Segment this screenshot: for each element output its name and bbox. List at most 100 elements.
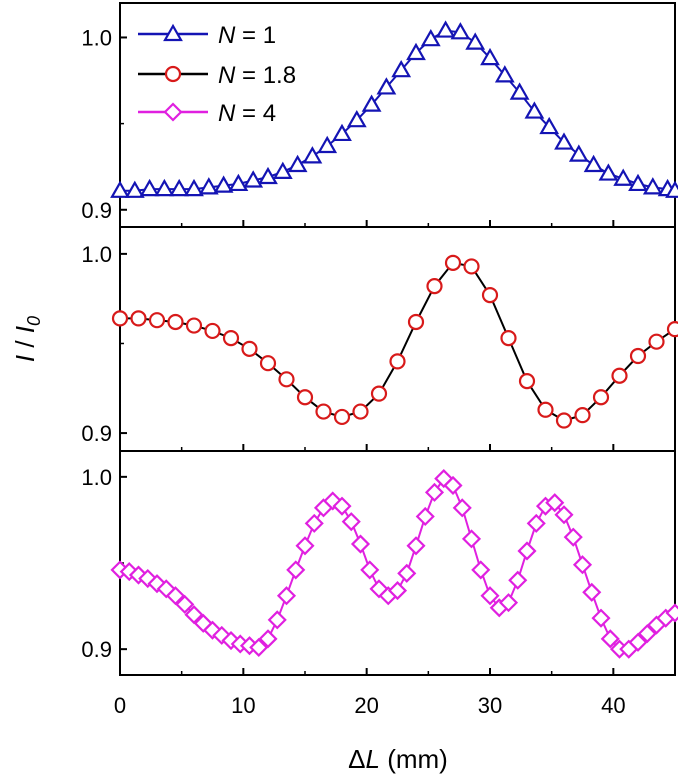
data-point-p3-17 — [267, 610, 287, 630]
data-point-p3-26 — [350, 534, 371, 554]
data-point-p1-25 — [480, 47, 500, 66]
data-point-p2-20 — [481, 286, 499, 304]
data-point-p1-20 — [406, 42, 426, 61]
data-point-p2-7 — [241, 340, 258, 357]
series-line-panel-2 — [120, 261, 676, 422]
data-point-p3-15 — [249, 637, 269, 657]
data-point-p3-40 — [480, 586, 500, 606]
data-point-p1-24 — [465, 32, 486, 50]
data-point-p3-60 — [665, 603, 678, 623]
data-point-p2-8 — [259, 355, 277, 372]
data-point-p2-15 — [389, 353, 406, 370]
data-point-p2-25 — [574, 407, 591, 424]
x-tick-label-40: 40 — [601, 693, 625, 718]
data-point-p3-18 — [276, 586, 297, 606]
legend: N = 1 N = 1.8 N = 4 — [138, 22, 296, 127]
data-point-p3-34 — [424, 482, 445, 502]
data-point-p3-53 — [600, 629, 620, 649]
data-point-p2-9 — [278, 371, 295, 388]
data-point-p3-27 — [360, 560, 380, 580]
data-point-p3-43 — [508, 570, 528, 590]
legend-label-n4: N = 4 — [218, 100, 276, 127]
data-point-p3-51 — [582, 582, 602, 602]
data-point-p2-11 — [315, 403, 332, 420]
data-point-p2-5 — [204, 322, 221, 340]
data-point-p2-28 — [629, 347, 647, 365]
x-axis-label: ΔL (mm) — [348, 744, 448, 774]
data-point-p3-45 — [526, 513, 546, 533]
data-point-p2-22 — [518, 373, 536, 390]
data-point-p1-2 — [139, 178, 160, 197]
data-point-p3-47 — [545, 493, 565, 513]
data-point-p1-9 — [243, 170, 264, 188]
data-point-p1-17 — [361, 94, 382, 112]
data-point-p1-14 — [317, 135, 338, 154]
data-point-p2-23 — [537, 401, 554, 418]
legend-symbol-n1 — [138, 23, 208, 42]
data-point-p3-31 — [397, 563, 417, 583]
data-point-p3-19 — [286, 560, 306, 580]
data-point-p1-11 — [272, 161, 293, 179]
data-point-p1-16 — [346, 109, 367, 128]
y-tick-label-p2-0.9: 0.9 — [81, 421, 112, 446]
y-axis-label: I / I0 — [10, 316, 44, 362]
x-axis-unit: (mm) — [380, 744, 448, 774]
data-point-p2-14 — [370, 385, 388, 402]
data-point-p2-27 — [611, 367, 628, 384]
data-point-p3-20 — [295, 536, 315, 556]
legend-label-n1-8: N = 1.8 — [218, 62, 296, 89]
legend-marker-2 — [164, 65, 182, 83]
x-axis-var: L — [366, 744, 380, 774]
series-panel-1 — [110, 20, 678, 198]
data-point-p1-33 — [598, 163, 619, 181]
axis-tick-labels: 0 10 20 30 40 0.9 1.0 0.9 1.0 0.9 1.0 — [81, 25, 625, 718]
data-point-p2-29 — [648, 333, 665, 350]
data-point-p2-16 — [407, 313, 425, 331]
x-tick-label-0: 0 — [114, 693, 126, 718]
data-point-p3-25 — [341, 512, 361, 532]
data-point-p2-2 — [148, 312, 166, 329]
data-point-p1-38 — [665, 180, 678, 198]
data-point-p2-21 — [500, 330, 517, 347]
data-point-p1-26 — [494, 65, 515, 83]
data-point-p1-34 — [613, 168, 634, 186]
data-point-p3-48 — [554, 505, 574, 525]
data-point-p3-50 — [572, 555, 593, 575]
data-point-p3-44 — [517, 541, 537, 561]
plot-frame — [119, 2, 676, 676]
data-point-p1-3 — [154, 178, 175, 197]
data-point-p1-10 — [258, 166, 278, 185]
data-point-p1-1 — [124, 180, 145, 198]
data-point-p3-32 — [406, 536, 426, 556]
x-tick-label-30: 30 — [478, 693, 502, 718]
data-point-p1-22 — [435, 20, 456, 38]
data-point-p3-38 — [461, 529, 482, 549]
legend-label-n1: N = 1 — [218, 22, 276, 49]
legend-symbol-n1-8 — [138, 65, 208, 83]
y-axis-sep: / — [10, 333, 40, 355]
data-point-p2-19 — [463, 258, 480, 275]
data-point-p1-27 — [509, 82, 530, 100]
data-point-p1-5 — [184, 178, 204, 197]
data-point-p1-36 — [642, 177, 663, 195]
data-point-p1-30 — [554, 132, 574, 150]
data-point-p2-10 — [296, 389, 314, 406]
data-point-p3-24 — [332, 496, 352, 516]
data-point-p2-1 — [130, 310, 147, 327]
data-point-p2-17 — [426, 278, 443, 295]
data-point-p1-28 — [524, 101, 545, 119]
data-point-p1-31 — [568, 144, 589, 162]
legend-rest-n1-8: = 1.8 — [235, 62, 296, 89]
data-point-p1-18 — [376, 77, 397, 95]
data-point-p3-6 — [165, 586, 186, 606]
y-tick-label-p3-1: 1.0 — [81, 465, 112, 490]
legend-rest-n1: = 1 — [235, 22, 276, 49]
data-point-p2-24 — [555, 412, 573, 429]
x-tick-label-10: 10 — [231, 693, 255, 718]
data-point-p3-49 — [563, 527, 583, 547]
data-point-p3-16 — [258, 629, 278, 649]
data-point-p3-21 — [304, 513, 324, 533]
y-tick-label-p3-0.9: 0.9 — [81, 637, 112, 662]
data-point-p3-39 — [471, 560, 491, 580]
